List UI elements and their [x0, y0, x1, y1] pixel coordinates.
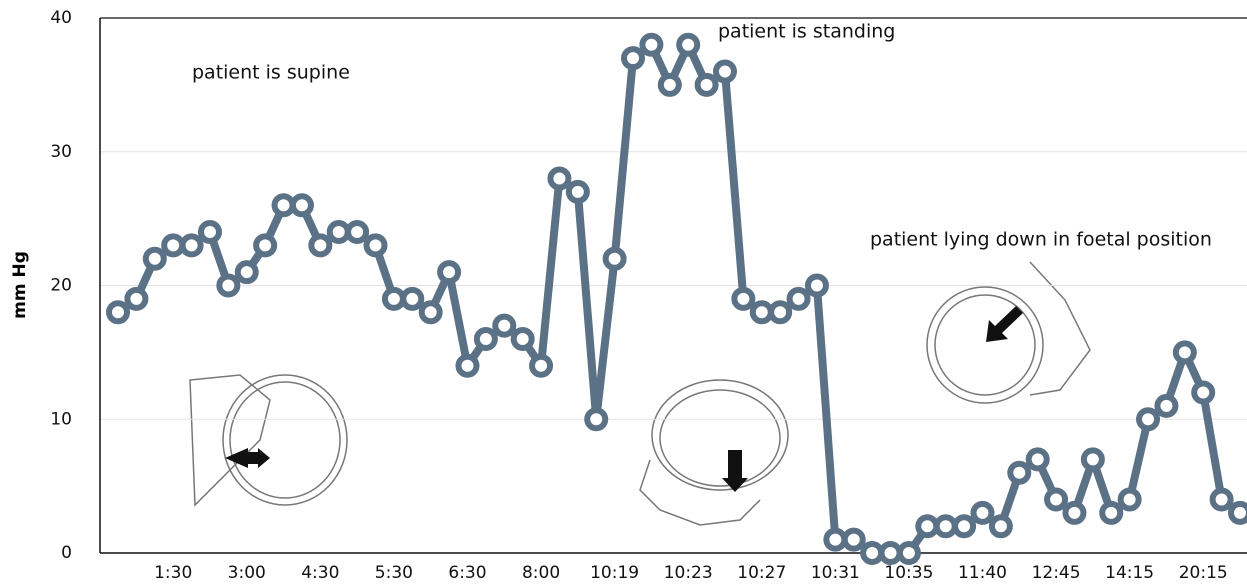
- illustrations: [190, 262, 1090, 525]
- x-tick-label: 10:35: [884, 563, 933, 580]
- point: [698, 76, 716, 94]
- x-tick-label: 5:30: [375, 563, 413, 580]
- x-tick-label: 10:27: [737, 563, 786, 580]
- point: [1231, 504, 1247, 522]
- x-tick-label: 8:00: [522, 563, 560, 580]
- y-tick-label: 20: [50, 276, 72, 296]
- point: [1010, 464, 1028, 482]
- point: [955, 517, 973, 535]
- point: [1029, 450, 1047, 468]
- point: [661, 76, 679, 94]
- x-tick-label: 1:30: [154, 563, 192, 580]
- point: [569, 183, 587, 201]
- point: [201, 223, 219, 241]
- point: [458, 357, 476, 375]
- point: [642, 36, 660, 54]
- point: [238, 263, 256, 281]
- point: [1213, 491, 1231, 509]
- point: [348, 223, 366, 241]
- x-tick-label: 10:19: [590, 563, 639, 580]
- point: [918, 517, 936, 535]
- point: [992, 517, 1010, 535]
- point: [882, 544, 900, 562]
- annotation: patient is standing: [718, 21, 895, 43]
- supine-head-sketch: [190, 375, 347, 505]
- x-tick-label: 12:45: [1032, 563, 1081, 580]
- point: [403, 290, 421, 308]
- point: [606, 250, 624, 268]
- y-tick-label: 30: [50, 142, 72, 162]
- x-tick-label: 11:40: [958, 563, 1007, 580]
- x-tick-label: 10:31: [811, 563, 860, 580]
- point: [826, 531, 844, 549]
- point: [973, 504, 991, 522]
- chart: patient is supine patient is standing pa…: [0, 0, 1247, 580]
- x-tick-label: 14:15: [1105, 563, 1154, 580]
- x-tick-label: 3:00: [228, 563, 266, 580]
- point: [311, 236, 329, 254]
- foetal-head-sketch: [927, 262, 1090, 403]
- point: [734, 290, 752, 308]
- point: [1157, 397, 1175, 415]
- point: [183, 236, 201, 254]
- point: [900, 544, 918, 562]
- point: [1102, 504, 1120, 522]
- point: [790, 290, 808, 308]
- y-tick-label: 40: [50, 8, 72, 28]
- annotation: patient lying down in foetal position: [870, 229, 1212, 251]
- x-tick-label: 20:15: [1179, 563, 1228, 580]
- point: [532, 357, 550, 375]
- annotation: patient is supine: [192, 62, 350, 84]
- point: [845, 531, 863, 549]
- x-tick-label: 10:23: [664, 563, 713, 580]
- point: [937, 517, 955, 535]
- point: [808, 277, 826, 295]
- point: [1065, 504, 1083, 522]
- point: [863, 544, 881, 562]
- point: [1047, 491, 1065, 509]
- point: [679, 36, 697, 54]
- point: [293, 196, 311, 214]
- point: [440, 263, 458, 281]
- point: [624, 49, 642, 67]
- point: [587, 410, 605, 428]
- y-tick-label: 0: [61, 543, 72, 563]
- x-tick-label: 6:30: [448, 563, 486, 580]
- point: [219, 277, 237, 295]
- line-series: [118, 45, 1240, 553]
- point: [127, 290, 145, 308]
- point: [385, 290, 403, 308]
- point: [275, 196, 293, 214]
- point: [1084, 450, 1102, 468]
- point: [495, 317, 513, 335]
- point: [550, 170, 568, 188]
- point: [771, 303, 789, 321]
- point: [514, 330, 532, 348]
- x-tick-label: 4:30: [301, 563, 339, 580]
- point: [477, 330, 495, 348]
- y-tick-label: 10: [50, 409, 72, 429]
- point: [146, 250, 164, 268]
- point: [256, 236, 274, 254]
- point: [1176, 343, 1194, 361]
- point: [1139, 410, 1157, 428]
- point: [1194, 384, 1212, 402]
- point: [716, 63, 734, 81]
- point: [1121, 491, 1139, 509]
- point: [330, 223, 348, 241]
- point: [164, 236, 182, 254]
- point: [753, 303, 771, 321]
- standing-head-sketch: [640, 380, 788, 525]
- point: [422, 303, 440, 321]
- point: [367, 236, 385, 254]
- y-axis-label: mm Hg: [10, 251, 30, 319]
- point: [109, 303, 127, 321]
